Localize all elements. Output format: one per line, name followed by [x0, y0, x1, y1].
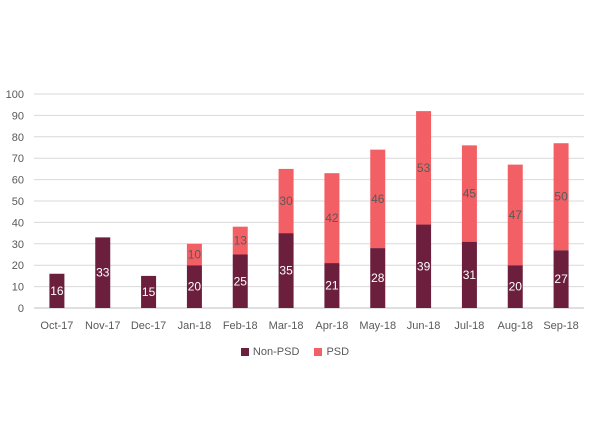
y-tick-label: 20	[12, 260, 24, 272]
data-label: 16	[50, 284, 64, 298]
bar	[186, 265, 202, 308]
data-label: 39	[417, 259, 431, 273]
x-tick-label: Jan-18	[178, 320, 212, 332]
data-label: 10	[188, 248, 202, 262]
data-label: 50	[554, 190, 568, 204]
data-label: 42	[325, 211, 339, 225]
bar	[141, 275, 157, 308]
y-tick-label: 30	[12, 239, 24, 251]
y-tick-label: 80	[12, 132, 24, 144]
data-label: 28	[371, 271, 385, 285]
bar	[553, 143, 569, 251]
data-label: 33	[96, 266, 110, 280]
data-label: 25	[234, 274, 248, 288]
bar	[278, 233, 294, 308]
y-tick-label: 10	[12, 282, 24, 294]
data-label: 13	[234, 234, 248, 248]
data-label: 20	[188, 280, 202, 294]
y-tick-label: 60	[12, 175, 24, 187]
x-tick-label: Jun-18	[407, 320, 441, 332]
legend: Non-PSD PSD	[0, 346, 590, 358]
x-tick-label: Oct-17	[40, 320, 73, 332]
bar	[370, 248, 386, 308]
data-label: 46	[371, 192, 385, 206]
bar	[232, 226, 248, 255]
bar	[507, 164, 523, 266]
bar	[186, 243, 202, 266]
data-label: 53	[417, 161, 431, 175]
x-tick-label: Feb-18	[223, 320, 258, 332]
bar	[416, 224, 432, 308]
data-label: 20	[509, 280, 523, 294]
bar	[324, 173, 340, 264]
x-tick-label: Jul-18	[454, 320, 484, 332]
x-tick-label: Mar-18	[269, 320, 304, 332]
legend-label-non-psd: Non-PSD	[252, 346, 300, 359]
bar	[232, 254, 248, 308]
y-tick-label: 70	[12, 153, 24, 165]
x-tick-label: May-18	[359, 320, 396, 332]
bar	[278, 168, 294, 234]
x-tick-label: Dec-17	[131, 320, 166, 332]
legend-label-psd: PSD	[326, 346, 350, 359]
legend-item-non-psd: Non-PSD	[240, 346, 300, 359]
data-label: 15	[142, 285, 156, 299]
y-tick-label: 90	[12, 110, 24, 122]
y-tick-label: 50	[12, 196, 24, 208]
legend-swatch-non-psd	[240, 348, 249, 357]
data-label: 35	[279, 264, 293, 278]
x-tick-label: Aug-18	[498, 320, 533, 332]
data-label: 21	[325, 279, 339, 293]
data-label: 27	[554, 272, 568, 286]
bar	[416, 111, 432, 225]
bar	[461, 241, 477, 308]
bar	[95, 237, 111, 308]
legend-item-psd: PSD	[314, 346, 349, 358]
y-tick-label: 0	[18, 303, 24, 315]
data-label: 47	[509, 208, 523, 222]
legend-swatch-psd	[314, 348, 323, 357]
y-tick-label: 40	[12, 217, 24, 229]
bar	[324, 263, 340, 308]
y-tick-label: 100	[6, 89, 24, 101]
bar	[49, 273, 65, 308]
x-tick-label: Apr-18	[315, 320, 348, 332]
bar	[461, 145, 477, 242]
data-label: 31	[463, 268, 477, 282]
x-tick-label: Nov-17	[85, 320, 120, 332]
bar	[370, 149, 386, 249]
bar	[553, 250, 569, 308]
data-label: 30	[279, 194, 293, 208]
data-label: 45	[463, 187, 477, 201]
bar	[507, 265, 523, 308]
x-tick-label: Sep-18	[543, 320, 578, 332]
